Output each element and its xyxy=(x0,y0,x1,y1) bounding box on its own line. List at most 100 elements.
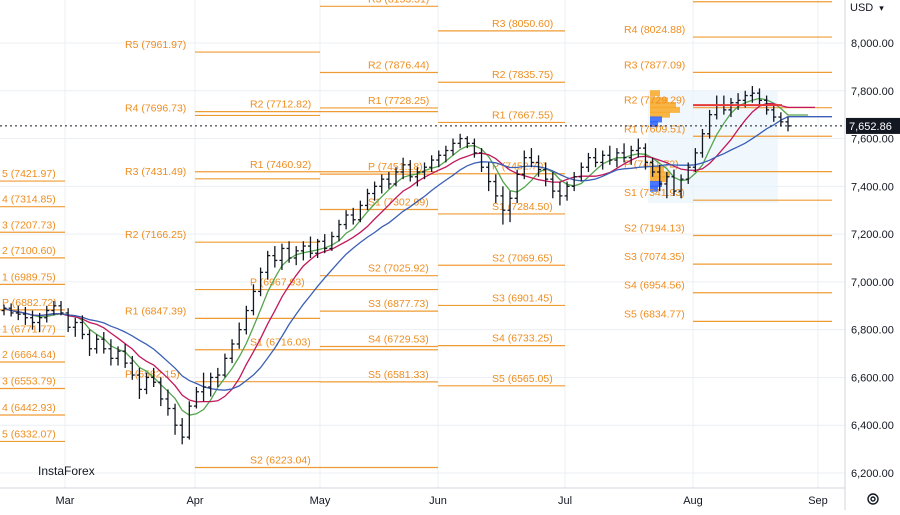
ohlc-bar xyxy=(756,88,762,106)
y-tick-label: 7,600.00 xyxy=(851,134,894,146)
ohlc-bar xyxy=(536,155,542,177)
ohlc-bar xyxy=(372,181,378,201)
ohlc-bar xyxy=(144,372,150,395)
pivot-label: 2 (7100.60) xyxy=(2,245,56,257)
ohlc-bar xyxy=(30,310,36,330)
ohlc-bar xyxy=(329,231,335,251)
candles xyxy=(1,86,791,445)
ohlc-bar xyxy=(37,312,43,333)
y-tick-label: 7,200.00 xyxy=(851,229,894,241)
ohlc-bar xyxy=(657,164,663,192)
pivot-label: 5 (6332.07) xyxy=(2,428,56,440)
ohlc-bar xyxy=(578,162,584,182)
ohlc-bar xyxy=(72,317,78,337)
ohlc-bar xyxy=(236,322,242,349)
ohlc-bar xyxy=(500,186,506,225)
ohlc-bar xyxy=(664,172,670,199)
pivot-label: S1 (6716.03) xyxy=(250,337,311,349)
ohlc-bar xyxy=(543,162,549,187)
pivot-label: P (6882.72) xyxy=(2,297,57,309)
ohlc-bar xyxy=(307,236,313,258)
pivot-label: 4 (7314.85) xyxy=(2,194,56,206)
ohlc-bar xyxy=(443,145,449,163)
pivot-label: S4 (6954.56) xyxy=(624,280,685,292)
pivot-label: P (7451.18) xyxy=(368,161,423,173)
ohlc-bar xyxy=(250,284,256,316)
ohlc-bar xyxy=(699,129,705,158)
y-tick-label: 8,000.00 xyxy=(851,38,894,50)
ohlc-bar xyxy=(87,329,93,356)
y-tick-label: 6,400.00 xyxy=(851,420,894,432)
pivot-label: S2 (7025.92) xyxy=(368,263,429,275)
ohlc-bar xyxy=(585,152,591,172)
ohlc-bar xyxy=(115,346,121,366)
ohlc-bar xyxy=(129,355,135,380)
pivot-label: S1 (7284.50) xyxy=(492,201,553,213)
pivot-label: R1 (7728.25) xyxy=(368,95,429,107)
pivot-label: R3 (7877.09) xyxy=(624,59,685,71)
pivot-label: R3 (8153.51) xyxy=(368,0,429,5)
ohlc-bar xyxy=(507,191,513,223)
x-tick-label: Mar xyxy=(56,495,75,507)
ohlc-bar xyxy=(422,162,428,180)
currency-label[interactable]: USD xyxy=(850,2,874,14)
ohlc-bar xyxy=(343,210,349,230)
ohlc-bar xyxy=(671,169,677,196)
ohlc-bar xyxy=(322,234,328,254)
ohlc-bar xyxy=(407,160,413,182)
ohlc-bar xyxy=(479,148,485,172)
ohlc-bar xyxy=(393,167,399,187)
ohlc-bar xyxy=(108,339,114,366)
ohlc-bar xyxy=(15,305,21,321)
y-tick-label: 6,600.00 xyxy=(851,372,894,384)
volume-bar xyxy=(650,180,662,187)
ohlc-bar xyxy=(193,387,199,409)
ohlc-bar xyxy=(514,169,520,204)
ohlc-bar xyxy=(436,150,442,168)
ohlc-bar xyxy=(464,136,470,149)
pivot-label: 3 (7207.73) xyxy=(2,219,56,231)
ohlc-bar xyxy=(79,315,85,340)
moving-averages xyxy=(3,97,832,416)
ohlc-bar xyxy=(357,200,363,223)
ohlc-bar xyxy=(571,172,577,192)
currency-selector[interactable]: USD ▾ xyxy=(850,2,884,14)
ohlc-bar xyxy=(414,167,420,187)
volume-bar xyxy=(650,102,676,109)
ohlc-bar xyxy=(208,372,214,397)
ohlc-bar xyxy=(778,112,784,127)
ohlc-bar xyxy=(564,181,570,201)
ohlc-bar xyxy=(707,109,713,139)
current-price-value: 7,652.86 xyxy=(849,121,892,133)
ohlc-bar xyxy=(65,308,71,333)
y-tick-label: 6,800.00 xyxy=(851,325,894,337)
pivot-label: 1 (6771.77) xyxy=(2,323,56,335)
x-tick-label: Jul xyxy=(558,495,572,507)
ohlc-bar xyxy=(593,148,599,168)
ohlc-bar xyxy=(457,133,463,149)
ohlc-bar xyxy=(101,332,107,354)
ohlc-bar xyxy=(265,250,271,280)
ohlc-bar xyxy=(735,93,741,110)
volume-bar xyxy=(650,97,668,104)
ohlc-bar xyxy=(607,145,613,165)
ohlc-bar xyxy=(628,145,634,165)
chevron-down-icon[interactable]: ▾ xyxy=(879,3,884,13)
pivot-label: S5 (6834.77) xyxy=(624,308,685,320)
ohlc-bar xyxy=(1,304,7,316)
ohlc-bar xyxy=(379,174,385,194)
pivot-label: R1 (7460.92) xyxy=(250,159,311,171)
gear-icon[interactable] xyxy=(866,492,880,506)
ma-fast-line xyxy=(3,97,808,416)
pivot-label: R4 (7696.73) xyxy=(125,102,186,114)
y-tick-label: 6,200.00 xyxy=(851,468,894,480)
ohlc-bar xyxy=(293,246,299,266)
ohlc-bar xyxy=(286,241,292,263)
pivot-label: 2 (6664.64) xyxy=(2,349,56,361)
ohlc-bar xyxy=(771,105,777,122)
brand-watermark: InstaForex xyxy=(38,464,95,478)
